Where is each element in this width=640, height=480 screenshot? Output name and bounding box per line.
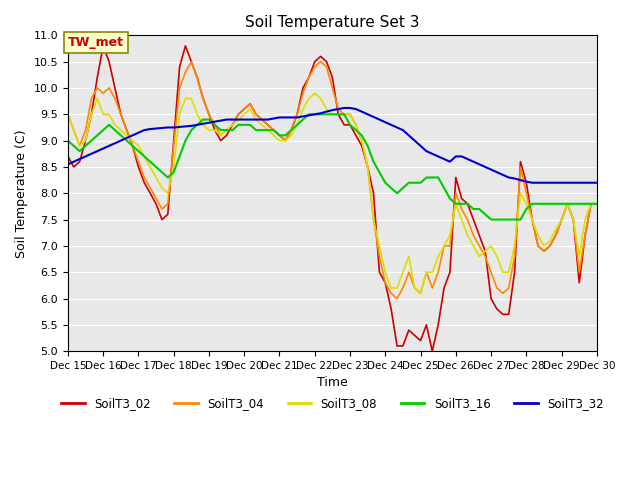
Title: Soil Temperature Set 3: Soil Temperature Set 3 — [245, 15, 420, 30]
Legend: SoilT3_02, SoilT3_04, SoilT3_08, SoilT3_16, SoilT3_32: SoilT3_02, SoilT3_04, SoilT3_08, SoilT3_… — [56, 392, 609, 415]
Y-axis label: Soil Temperature (C): Soil Temperature (C) — [15, 129, 28, 257]
Text: TW_met: TW_met — [68, 36, 124, 49]
X-axis label: Time: Time — [317, 376, 348, 389]
